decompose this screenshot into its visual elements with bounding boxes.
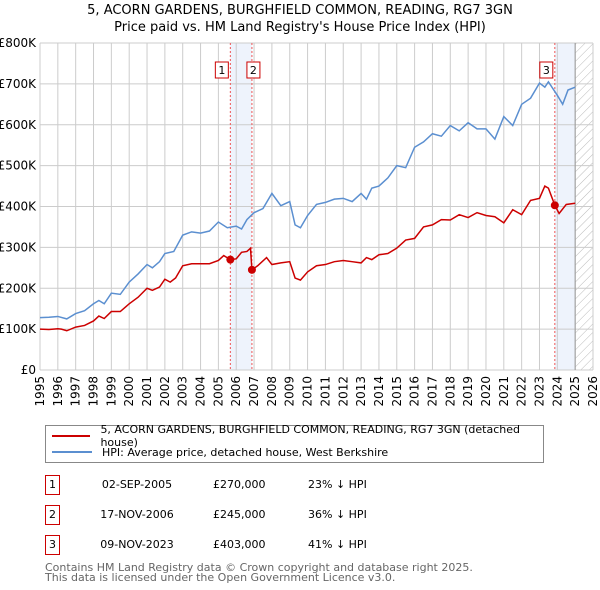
- x-tick-label: 2009: [283, 376, 297, 407]
- sale-price: £245,000: [213, 508, 266, 521]
- sale-label-box: [539, 61, 554, 79]
- x-tick-label: 2019: [461, 376, 475, 407]
- x-tick-label: 2004: [194, 376, 208, 407]
- x-tick-label: 2007: [247, 376, 261, 407]
- x-tick-label: 1998: [87, 376, 101, 407]
- x-tick-label: 2013: [354, 376, 368, 407]
- y-tick-label: £800K: [0, 36, 37, 50]
- sale-row: 3 09-NOV-2023 £403,000 41% ↓ HPI: [45, 535, 565, 555]
- sale-point: [550, 201, 559, 210]
- x-tick-label: 1999: [104, 376, 118, 407]
- sale-price: £403,000: [213, 538, 266, 551]
- y-tick-label: £700K: [0, 77, 37, 91]
- sale-hpi-diff: 41% ↓ HPI: [308, 538, 367, 551]
- x-tick-label: 2014: [372, 376, 386, 407]
- x-tick-label: 2000: [122, 376, 136, 407]
- x-tick-label: 2018: [443, 376, 457, 407]
- x-tick-label: 1995: [33, 376, 47, 407]
- x-tick-label: 2016: [408, 376, 422, 407]
- price-paid-line: [39, 184, 576, 332]
- y-tick-label: £500K: [0, 159, 37, 173]
- x-tick-label: 2011: [318, 376, 332, 407]
- sale-date: 17-NOV-2006: [100, 508, 174, 521]
- legend-item-hpi: HPI: Average price, detached house, West…: [52, 444, 388, 460]
- x-tick-label: 1996: [51, 376, 65, 407]
- chart-subtitle: Price paid vs. HM Land Registry's House …: [114, 20, 486, 35]
- x-tick-label: 2002: [158, 376, 172, 407]
- y-tick-label: £200K: [0, 281, 37, 295]
- sale-label-box: [246, 61, 261, 79]
- sale-point: [226, 255, 235, 264]
- legend-swatch-red: [52, 435, 91, 437]
- sale-point: [247, 265, 256, 274]
- x-tick-label: 2015: [390, 376, 404, 407]
- sale-hpi-diff: 36% ↓ HPI: [308, 508, 367, 521]
- sale-row: 1 02-SEP-2005 £270,000 23% ↓ HPI: [45, 475, 565, 495]
- footer-line-2: This data is licensed under the Open Gov…: [45, 571, 396, 584]
- x-tick-label: 2021: [497, 376, 511, 407]
- y-tick-label: £100K: [0, 322, 37, 336]
- y-tick-label: £600K: [0, 118, 37, 132]
- sale-date: 02-SEP-2005: [101, 478, 173, 491]
- sale-number: 2: [45, 505, 60, 525]
- sale-label: 3: [543, 64, 550, 77]
- legend: 5, ACORN GARDENS, BURGHFIELD COMMON, REA…: [45, 423, 544, 463]
- legend-item-property: 5, ACORN GARDENS, BURGHFIELD COMMON, REA…: [52, 423, 543, 449]
- y-tick-label: £300K: [0, 240, 37, 254]
- legend-label: 5, ACORN GARDENS, BURGHFIELD COMMON, REA…: [100, 423, 520, 449]
- x-tick-label: 2012: [336, 376, 350, 407]
- x-tick-label: 2001: [140, 376, 154, 407]
- x-tick-label: 2017: [425, 376, 439, 407]
- sale-row: 2 17-NOV-2006 £245,000 36% ↓ HPI: [45, 505, 565, 525]
- y-tick-label: £400K: [0, 200, 37, 214]
- sale-label-box: [214, 61, 229, 79]
- legend-swatch-blue: [52, 451, 92, 453]
- x-tick-label: 1997: [69, 376, 83, 407]
- hpi-line: [39, 80, 576, 320]
- footer-line-1: Contains HM Land Registry data © Crown c…: [45, 561, 473, 574]
- y-tick-label: £0: [21, 363, 36, 377]
- x-tick-label: 2010: [301, 376, 315, 407]
- x-tick-label: 2024: [550, 376, 564, 407]
- x-tick-label: 2022: [515, 376, 529, 407]
- x-tick-label: 2006: [229, 376, 243, 407]
- sale-number: 3: [45, 535, 60, 555]
- chart-title: 5, ACORN GARDENS, BURGHFIELD COMMON, REA…: [87, 3, 513, 18]
- x-tick-label: 2023: [532, 376, 546, 407]
- x-tick-label: 2020: [479, 376, 493, 407]
- x-tick-label: 2008: [265, 376, 279, 407]
- x-tick-label: 2025: [568, 376, 582, 407]
- x-tick-label: 2003: [176, 376, 190, 407]
- sale-number: 1: [45, 475, 60, 495]
- plot-area: 1995 1996 1997 1998 1999 2000 2001 2002 2003 2004…: [0, 36, 600, 407]
- legend-label: HPI: Average price, detached house, West…: [102, 445, 389, 459]
- sale-hpi-diff: 23% ↓ HPI: [308, 478, 367, 491]
- sale-label: 2: [250, 64, 257, 77]
- sale-price: £270,000: [213, 478, 266, 491]
- sale-date: 09-NOV-2023: [100, 538, 174, 551]
- x-tick-label: 2005: [211, 376, 225, 407]
- x-tick-label: 2026: [586, 376, 600, 407]
- sale-label: 1: [218, 64, 225, 77]
